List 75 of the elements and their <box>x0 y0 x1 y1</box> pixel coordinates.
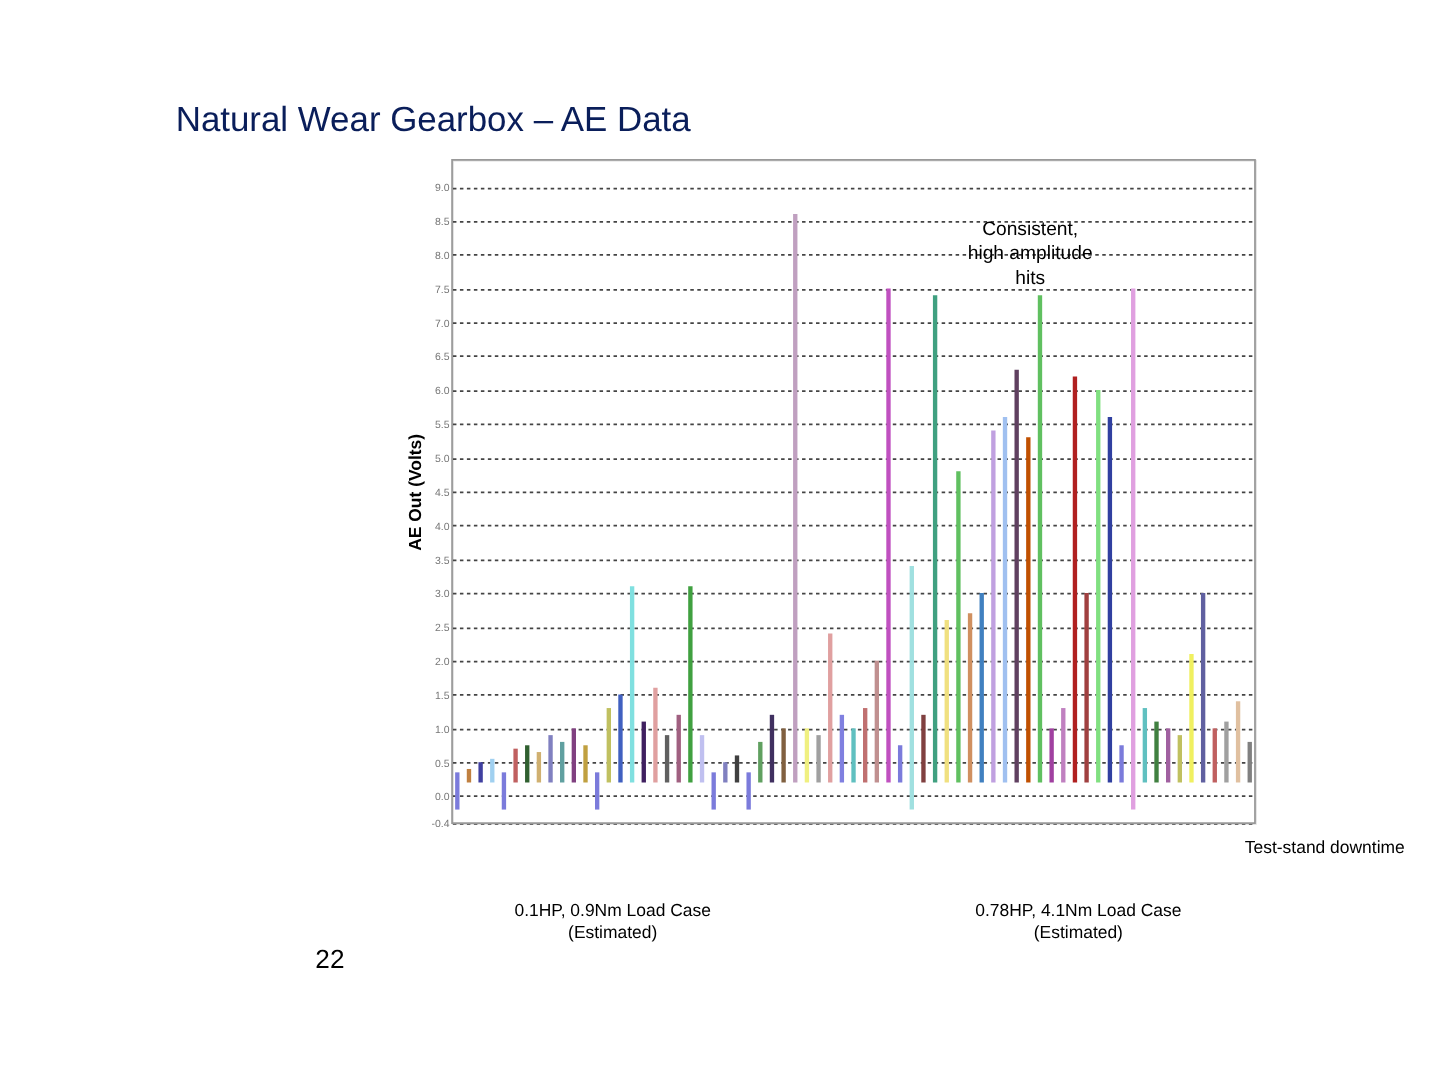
bar <box>874 660 880 783</box>
bar <box>851 728 856 783</box>
bar <box>536 752 542 783</box>
bar <box>839 714 845 783</box>
bar <box>1107 417 1113 783</box>
bar <box>1131 288 1136 810</box>
bar <box>501 772 507 810</box>
y-axis-title: AE Out (Volts) <box>404 433 425 551</box>
bar <box>548 735 553 783</box>
bar <box>1002 417 1008 783</box>
bar <box>618 694 623 783</box>
bar <box>513 748 518 783</box>
bar <box>1200 592 1206 783</box>
bar <box>664 735 670 783</box>
bar <box>1072 376 1078 783</box>
bar <box>711 772 716 810</box>
bar <box>886 288 891 783</box>
annotation: Consistent, high amplitude hits <box>967 218 1093 290</box>
bar <box>828 633 833 783</box>
bar <box>956 471 961 783</box>
bar <box>1037 295 1043 783</box>
bar <box>921 714 926 783</box>
bar <box>793 213 798 783</box>
bar <box>1061 708 1066 783</box>
bar <box>699 735 705 783</box>
bar <box>723 762 728 783</box>
bar <box>967 613 973 783</box>
bar <box>629 586 635 783</box>
bar <box>769 714 775 783</box>
bar <box>1084 592 1089 783</box>
bar <box>1096 389 1101 783</box>
text: 0.1HP, 0.9Nm Load Case (Estimated) <box>514 899 712 943</box>
bar <box>490 758 495 783</box>
bar <box>606 708 611 783</box>
bar <box>991 430 996 783</box>
bar <box>932 295 938 783</box>
bar <box>525 745 530 783</box>
bar <box>1177 735 1182 783</box>
bar <box>1235 701 1241 783</box>
bar <box>1049 728 1054 783</box>
bar <box>1165 728 1171 783</box>
bar <box>571 728 577 783</box>
bar <box>804 728 810 783</box>
bar <box>816 735 821 783</box>
bar <box>653 687 658 783</box>
bar <box>641 721 646 783</box>
bar <box>1189 653 1194 783</box>
bar <box>863 708 868 783</box>
bar <box>560 741 565 783</box>
bar <box>1154 721 1159 783</box>
bar <box>1119 745 1124 783</box>
bar <box>758 741 763 783</box>
bar <box>781 728 786 783</box>
bar <box>1247 741 1252 783</box>
text: 22 <box>315 943 345 974</box>
bar <box>1014 369 1019 783</box>
bar <box>746 772 751 810</box>
bar <box>1224 721 1229 783</box>
bar <box>688 586 693 783</box>
bar <box>1212 728 1217 783</box>
bar <box>478 762 483 783</box>
bar <box>455 772 460 810</box>
text: 0.78HP, 4.1Nm Load Case (Estimated) <box>975 899 1182 943</box>
bar <box>583 745 588 783</box>
bar <box>944 620 949 783</box>
bar <box>979 592 984 783</box>
bar <box>594 772 600 810</box>
bar <box>1142 708 1148 783</box>
bar <box>909 565 914 810</box>
chart-title: Natural Wear Gearbox – AE Data <box>175 99 692 140</box>
bar <box>1026 437 1031 783</box>
bar <box>466 768 472 783</box>
bar <box>676 714 681 783</box>
text: Test-stand downtime <box>1244 836 1406 857</box>
bar <box>897 745 903 783</box>
